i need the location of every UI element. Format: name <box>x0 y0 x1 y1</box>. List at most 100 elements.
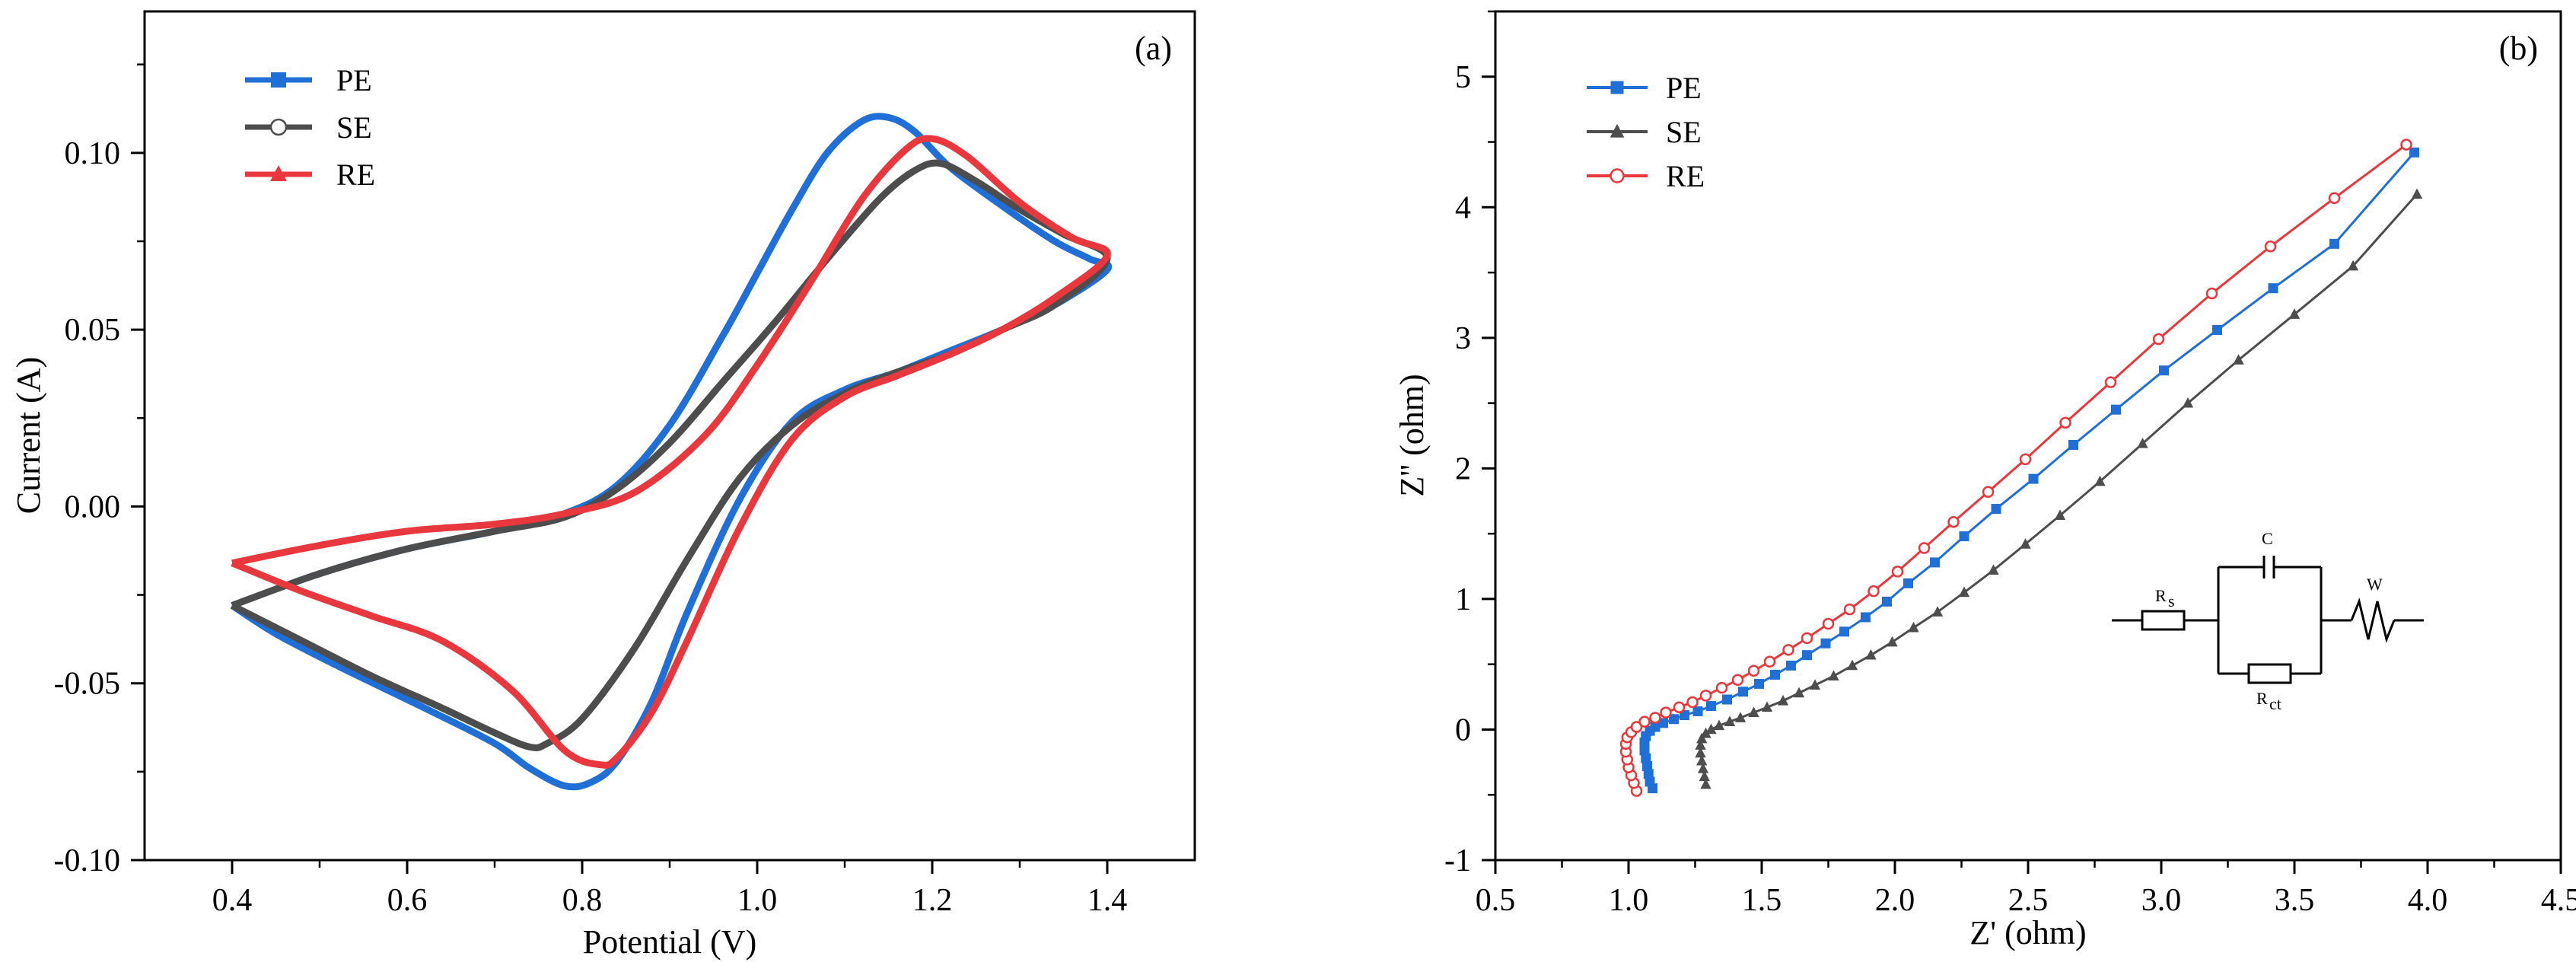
y-tick-label: 5 <box>1455 60 1471 95</box>
eis-point-pe <box>1680 710 1689 721</box>
eis-point-pe <box>1738 687 1748 697</box>
eis-point-re <box>1673 701 1686 714</box>
eis-point-re <box>2019 453 2032 466</box>
eis-point-re <box>1630 721 1643 733</box>
eis-point-re <box>1686 696 1699 709</box>
eis-point-se <box>1697 763 1709 773</box>
y-tick-label: 0.00 <box>65 489 121 524</box>
eis-curve-pe <box>1643 151 2415 789</box>
y-tick-label: 2 <box>1455 451 1471 486</box>
legend-label-se: SE <box>336 110 372 145</box>
eis-point-pe <box>1820 638 1831 649</box>
circuit-label-w: W <box>2367 575 2383 594</box>
eis-point-re <box>1763 655 1776 668</box>
eis-point-re <box>1822 617 1835 630</box>
eis-point-se <box>1761 701 1773 712</box>
legend-marker-pe <box>1610 81 1624 94</box>
eis-point-se <box>2054 509 2066 520</box>
cv-x-axis-title: Potential (V) <box>583 923 757 961</box>
eis-point-pe <box>1658 718 1668 728</box>
eis-point-pe <box>1643 769 1654 779</box>
eis-point-pe <box>1959 531 1969 542</box>
y-tick-label: -1 <box>1444 843 1471 878</box>
x-tick-label: 1.2 <box>912 883 953 918</box>
eis-point-pe <box>1641 753 1651 763</box>
eis-point-re <box>2264 241 2277 253</box>
eis-y-axis-title: Z'' (ohm) <box>1393 374 1431 496</box>
eis-series <box>1619 139 2423 797</box>
eis-point-se <box>1748 706 1759 718</box>
y-tick-label: 0.10 <box>65 136 121 171</box>
eis-point-pe <box>2068 440 2078 451</box>
x-tick-label: 0.6 <box>387 883 428 918</box>
eis-ticks: 0.5 1.0 1.5 2.0 2.5 3.0 3.5 4.0 4.5 -1 0 1 2 3 4 5 <box>1444 10 2576 918</box>
eis-point-pe <box>1930 557 1940 568</box>
eis-point-se <box>1705 723 1717 735</box>
eis-point-se <box>2094 475 2106 486</box>
eis-point-re <box>1638 715 1651 728</box>
eis-point-se <box>1695 747 1706 758</box>
x-tick-label: 2.0 <box>1875 883 1915 918</box>
x-tick-label: 1.5 <box>1742 883 1782 918</box>
eis-point-se <box>1724 715 1736 727</box>
legend-label-re: RE <box>336 158 375 192</box>
eis-point-se <box>1988 564 1999 575</box>
circuit-resistor-rct <box>2247 663 2292 684</box>
eis-point-pe <box>1706 701 1716 712</box>
eis-point-re <box>1660 706 1672 719</box>
eis-point-se <box>2347 260 2359 271</box>
y-tick-label: 1 <box>1455 582 1471 617</box>
eis-point-pe <box>1642 760 1652 771</box>
eis-point-re <box>1918 542 1931 554</box>
eis-point-se <box>1846 659 1858 671</box>
circuit-warburg-element <box>2350 598 2396 643</box>
circuit-label-s: s <box>2168 591 2175 610</box>
circuit-label-rct-r: R <box>2256 689 2268 708</box>
cv-panel-label: (a) <box>1135 30 1172 67</box>
y-tick-label: 0.05 <box>65 313 121 348</box>
x-tick-label: 3.5 <box>2275 883 2315 918</box>
legend-marker-se <box>269 118 288 136</box>
x-tick-label: 1.0 <box>737 883 778 918</box>
eis-point-re <box>2104 376 2117 388</box>
eis-point-re <box>1801 632 1813 645</box>
eis-point-pe <box>2268 283 2278 294</box>
legend-marker-re <box>1610 168 1625 183</box>
eis-point-se <box>1828 670 1839 680</box>
cv-curve-pe <box>230 113 1113 791</box>
eis-point-re <box>1715 681 1728 694</box>
x-tick-label: 1.0 <box>1609 883 1649 918</box>
eis-point-se <box>2137 437 2148 448</box>
eis-point-re <box>1782 644 1794 656</box>
eis-point-re <box>1982 486 1995 499</box>
cv-ticks: 0.4 0.6 0.8 1.0 1.2 1.4 -0.10 -0.05 0.00 0.05 0.10 <box>54 63 1128 918</box>
cv-series <box>230 113 1113 791</box>
x-tick-label: 4.0 <box>2408 883 2448 918</box>
eis-point-se <box>1696 732 1708 744</box>
eis-point-re <box>1891 566 1904 578</box>
eis-point-se <box>1700 778 1711 789</box>
eis-point-re <box>2059 416 2071 429</box>
x-tick-label: 3.0 <box>2141 883 2182 918</box>
eis-point-re <box>2328 192 2341 205</box>
x-tick-label: 1.4 <box>1087 883 1128 918</box>
eis-point-se <box>1887 636 1898 647</box>
eis-point-re <box>1699 690 1712 702</box>
equivalent-circuit-inset <box>2112 556 2424 684</box>
eis-point-se <box>1777 694 1789 706</box>
circuit-resistor-rs <box>2141 610 2186 631</box>
cv-y-axis-title: Current (A) <box>10 357 47 515</box>
eis-point-se <box>1793 687 1805 698</box>
eis-panel: 0.5 1.0 1.5 2.0 2.5 3.0 3.5 4.0 4.5 -1 0 1 2 3 4 5 PE SE… <box>1393 10 2576 951</box>
circuit-label-c: C <box>2262 529 2273 548</box>
cv-panel: 0.4 0.6 0.8 1.0 1.2 1.4 -0.10 -0.05 0.00 0.05 0.10… <box>10 10 1196 961</box>
x-tick-label: 0.4 <box>212 883 253 918</box>
eis-point-se <box>2020 538 2031 549</box>
eis-point-pe <box>2329 238 2339 249</box>
cv-legend: PE SE RE <box>245 63 375 192</box>
eis-point-se <box>1700 727 1711 738</box>
eis-point-se <box>1931 606 1944 617</box>
eis-point-pe <box>2159 365 2169 376</box>
eis-point-pe <box>2212 325 2222 336</box>
eis-point-pe <box>2409 147 2419 158</box>
